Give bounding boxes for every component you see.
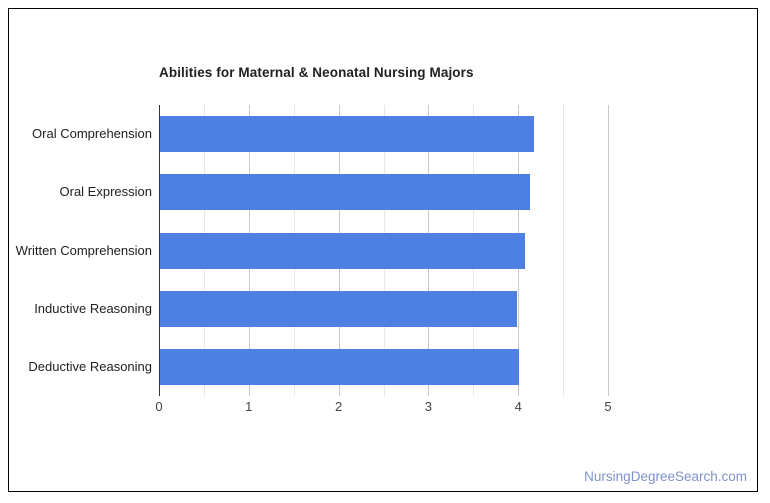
axis-baseline	[159, 105, 160, 396]
watermark-text: NursingDegreeSearch.com	[584, 469, 747, 484]
minor-gridline	[563, 105, 564, 396]
chart-title: Abilities for Maternal & Neonatal Nursin…	[159, 65, 474, 80]
x-tick-label: 5	[604, 399, 612, 414]
value-axis: 0 1 2 3 4 5	[0, 399, 770, 415]
x-tick-label: 1	[245, 399, 253, 414]
category-label: Oral Comprehension	[32, 126, 152, 142]
category-axis: Oral Comprehension Oral Expression Written…	[0, 105, 152, 396]
category-label: Deductive Reasoning	[28, 358, 152, 374]
category-label: Inductive Reasoning	[34, 300, 152, 316]
x-tick-label: 0	[155, 399, 163, 414]
major-gridline	[608, 105, 609, 396]
x-tick-label: 3	[424, 399, 432, 414]
category-label: Written Comprehension	[15, 242, 152, 258]
x-tick-label: 4	[514, 399, 522, 414]
bar-inductive-reasoning[interactable]	[160, 290, 518, 327]
x-tick-label: 2	[334, 399, 343, 414]
bar-deductive-reasoning[interactable]	[160, 348, 520, 385]
category-label: Oral Expression	[59, 184, 152, 200]
plot-area	[159, 105, 609, 396]
bar-written-comprehension[interactable]	[160, 232, 526, 269]
bar-oral-comprehension[interactable]	[160, 116, 535, 153]
bar-oral-expression[interactable]	[160, 174, 530, 211]
